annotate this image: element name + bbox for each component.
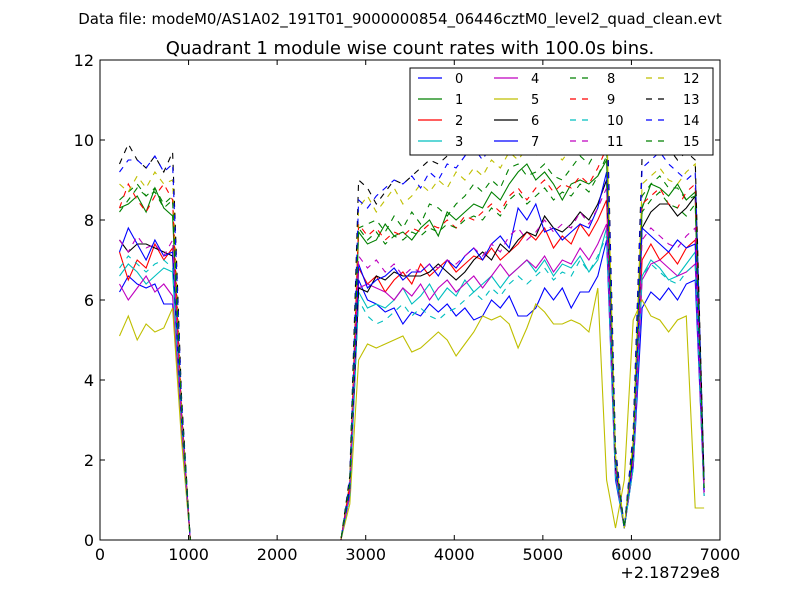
y-tick-label: 0	[84, 531, 94, 550]
legend-label-0: 0	[455, 72, 463, 87]
x-tick-label: 2000	[257, 545, 298, 564]
legend-label-13: 13	[683, 93, 700, 108]
legend-label-4: 4	[531, 72, 539, 87]
legend-label-11: 11	[607, 135, 624, 150]
y-tick-label: 2	[84, 451, 94, 470]
y-tick-label: 4	[84, 371, 94, 390]
legend-label-6: 6	[531, 114, 539, 129]
x-tick-label: 1000	[168, 545, 209, 564]
legend-label-8: 8	[607, 72, 615, 87]
x-tick-label: 5000	[522, 545, 563, 564]
y-tick-label: 10	[74, 131, 94, 150]
y-tick-label: 6	[84, 291, 94, 310]
legend-label-14: 14	[683, 114, 700, 129]
x-tick-label: 0	[95, 545, 105, 564]
series-line-12	[119, 118, 705, 541]
series-line-15	[119, 155, 705, 541]
legend-label-9: 9	[607, 93, 615, 108]
legend-label-15: 15	[683, 135, 700, 150]
series-line-8	[119, 143, 705, 541]
figure-suptitle: Data file: modeM0/AS1A02_191T01_90000008…	[78, 10, 722, 29]
legend-label-2: 2	[455, 114, 463, 129]
x-tick-label: 6000	[611, 545, 652, 564]
legend-label-10: 10	[607, 114, 624, 129]
x-axis-offset-label: +2.18729e8	[620, 563, 720, 582]
chart-title: Quadrant 1 module wise count rates with …	[166, 38, 655, 59]
legend-label-1: 1	[455, 93, 463, 108]
x-tick-label: 3000	[345, 545, 386, 564]
legend-label-5: 5	[531, 93, 539, 108]
x-tick-label: 7000	[700, 545, 741, 564]
x-tick-label: 4000	[434, 545, 475, 564]
legend-label-3: 3	[455, 135, 463, 150]
legend-label-7: 7	[531, 135, 539, 150]
y-tick-label: 8	[84, 211, 94, 230]
legend-label-12: 12	[683, 72, 700, 87]
y-tick-label: 12	[74, 51, 94, 70]
